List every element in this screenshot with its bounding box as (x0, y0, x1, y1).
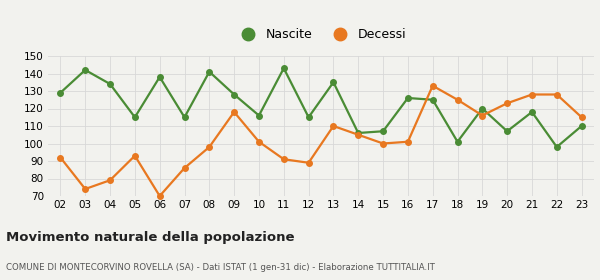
Nascite (578, 124, 585, 128)
Nascite (280, 67, 287, 70)
Nascite (355, 131, 362, 135)
Decessi (355, 133, 362, 136)
Decessi (106, 179, 113, 182)
Line: Nascite: Nascite (58, 66, 584, 150)
Decessi (578, 116, 585, 119)
Decessi (379, 142, 386, 145)
Decessi (206, 145, 213, 149)
Text: COMUNE DI MONTECORVINO ROVELLA (SA) - Dati ISTAT (1 gen-31 dic) - Elaborazione T: COMUNE DI MONTECORVINO ROVELLA (SA) - Da… (6, 263, 435, 272)
Nascite (256, 114, 263, 117)
Decessi (479, 114, 486, 117)
Decessi (181, 166, 188, 170)
Decessi (57, 156, 64, 159)
Nascite (206, 70, 213, 73)
Decessi (256, 140, 263, 143)
Decessi (305, 161, 312, 164)
Nascite (230, 93, 238, 96)
Decessi (156, 194, 163, 198)
Decessi (454, 98, 461, 101)
Decessi (330, 124, 337, 128)
Nascite (503, 130, 511, 133)
Legend: Nascite, Decessi: Nascite, Decessi (231, 23, 411, 46)
Decessi (131, 154, 139, 157)
Nascite (330, 81, 337, 84)
Decessi (82, 187, 89, 191)
Nascite (529, 110, 536, 114)
Nascite (57, 91, 64, 94)
Decessi (404, 140, 412, 143)
Decessi (529, 93, 536, 96)
Text: Movimento naturale della popolazione: Movimento naturale della popolazione (6, 231, 295, 244)
Decessi (280, 158, 287, 161)
Nascite (131, 116, 139, 119)
Nascite (479, 107, 486, 110)
Nascite (305, 116, 312, 119)
Decessi (429, 84, 436, 87)
Decessi (553, 93, 560, 96)
Decessi (503, 102, 511, 105)
Nascite (429, 98, 436, 101)
Nascite (156, 75, 163, 79)
Nascite (106, 82, 113, 86)
Nascite (553, 145, 560, 149)
Nascite (181, 116, 188, 119)
Nascite (379, 130, 386, 133)
Nascite (454, 140, 461, 143)
Line: Decessi: Decessi (58, 83, 584, 199)
Nascite (82, 68, 89, 72)
Nascite (404, 96, 412, 100)
Decessi (230, 110, 238, 114)
